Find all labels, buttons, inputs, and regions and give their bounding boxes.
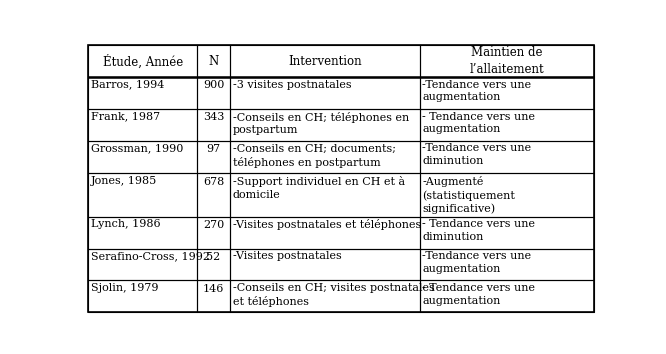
Bar	[89, 109, 197, 141]
Bar	[89, 217, 197, 249]
Text: Jones, 1985: Jones, 1985	[91, 176, 157, 186]
Bar	[420, 280, 594, 312]
Text: 146: 146	[203, 284, 224, 293]
Bar	[230, 249, 420, 280]
Text: - Tendance vers une
augmentation: - Tendance vers une augmentation	[422, 112, 535, 135]
Bar	[197, 249, 230, 280]
Text: Lynch, 1986: Lynch, 1986	[91, 219, 161, 229]
Bar	[197, 173, 230, 217]
Text: 343: 343	[203, 112, 224, 122]
Text: -Visites postnatales: -Visites postnatales	[232, 251, 342, 261]
Text: N: N	[208, 55, 218, 68]
Text: 97: 97	[206, 144, 220, 154]
Text: Serafino-Cross, 1992: Serafino-Cross, 1992	[91, 251, 210, 261]
Text: -Tendance vers une
diminution: -Tendance vers une diminution	[422, 143, 531, 166]
Text: Maintien de
l’allaitement: Maintien de l’allaitement	[470, 46, 544, 76]
Bar	[197, 141, 230, 173]
Bar	[420, 141, 594, 173]
Bar	[230, 280, 420, 312]
Text: Grossman, 1990: Grossman, 1990	[91, 143, 183, 154]
Text: Frank, 1987: Frank, 1987	[91, 112, 160, 121]
Bar	[230, 77, 420, 109]
Bar	[197, 45, 230, 77]
Text: -3 visites postnatales: -3 visites postnatales	[232, 80, 351, 90]
Bar	[230, 45, 420, 77]
Bar	[197, 280, 230, 312]
Bar	[89, 141, 197, 173]
Text: Étude, Année: Étude, Année	[103, 54, 183, 68]
Bar	[420, 249, 594, 280]
Text: 900: 900	[203, 80, 224, 90]
Bar	[89, 77, 197, 109]
Bar	[89, 45, 197, 77]
Bar	[230, 217, 420, 249]
Text: -Conseils en CH; téléphones en
postpartum: -Conseils en CH; téléphones en postpartu…	[232, 112, 409, 135]
Bar	[420, 77, 594, 109]
Text: -Visites postnatales et téléphones: -Visites postnatales et téléphones	[232, 219, 421, 230]
Text: - Tendance vers une
augmentation: - Tendance vers une augmentation	[422, 283, 535, 306]
Bar	[89, 249, 197, 280]
Bar	[197, 217, 230, 249]
Bar	[197, 77, 230, 109]
Text: Sjolin, 1979: Sjolin, 1979	[91, 283, 159, 293]
Bar	[230, 109, 420, 141]
Text: -Augmenté
(statistiquement
significative): -Augmenté (statistiquement significative…	[422, 176, 515, 215]
Text: 52: 52	[206, 252, 220, 262]
Text: -Conseils en CH; documents;
téléphones en postpartum: -Conseils en CH; documents; téléphones e…	[232, 143, 396, 168]
Bar	[230, 173, 420, 217]
Bar	[420, 109, 594, 141]
Bar	[230, 141, 420, 173]
Bar	[197, 109, 230, 141]
Bar	[89, 173, 197, 217]
Text: -Tendance vers une
augmentation: -Tendance vers une augmentation	[422, 251, 531, 274]
Bar	[420, 45, 594, 77]
Text: 270: 270	[203, 220, 224, 230]
Text: -Tendance vers une
augmentation: -Tendance vers une augmentation	[422, 80, 531, 102]
Text: -Support individuel en CH et à
domicile: -Support individuel en CH et à domicile	[232, 176, 405, 200]
Text: 678: 678	[203, 177, 224, 187]
Text: -Conseils en CH; visites postnatales
et téléphones: -Conseils en CH; visites postnatales et …	[232, 283, 434, 307]
Bar	[420, 173, 594, 217]
Bar	[420, 217, 594, 249]
Bar	[89, 280, 197, 312]
Text: Intervention: Intervention	[288, 55, 362, 68]
Text: - Tendance vers une
diminution: - Tendance vers une diminution	[422, 219, 535, 242]
Text: Barros, 1994: Barros, 1994	[91, 80, 165, 90]
